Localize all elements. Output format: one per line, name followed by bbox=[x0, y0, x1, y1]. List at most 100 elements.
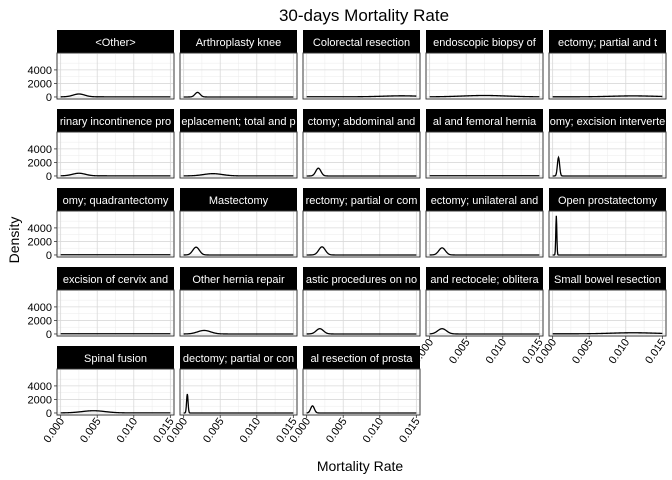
facet-border bbox=[179, 52, 298, 100]
facet-strip-label: Arthroplasty knee bbox=[196, 37, 282, 49]
y-tick-label: 4000 bbox=[28, 381, 52, 393]
y-tick-label: 4000 bbox=[28, 302, 52, 314]
density-curve bbox=[306, 405, 417, 414]
x-tick-label: 0.015 bbox=[643, 337, 669, 366]
facet-border bbox=[56, 131, 175, 179]
y-axis-title: Density bbox=[6, 217, 22, 264]
facet-strip-label: and rectocele; oblitera bbox=[430, 274, 539, 286]
facet-border bbox=[302, 289, 421, 337]
facet-panel: rectomy; partial or com bbox=[302, 188, 421, 258]
x-tick-label: 0.005 bbox=[570, 337, 596, 366]
facet-strip bbox=[180, 109, 297, 132]
facet-border bbox=[548, 131, 667, 179]
x-tick-label: 0.015 bbox=[397, 416, 423, 445]
chart-title: 30-days Mortality Rate bbox=[279, 6, 449, 25]
y-tick-label: 2000 bbox=[28, 157, 52, 169]
facet-panel: Arthroplasty knee bbox=[179, 30, 298, 100]
density-curve bbox=[183, 329, 294, 335]
facet-strip-label: excision of cervix and bbox=[63, 274, 168, 286]
facet-strip bbox=[426, 188, 543, 211]
x-tick-label: 0.010 bbox=[607, 337, 633, 366]
facet-strip-label: Colorectal resection bbox=[313, 37, 410, 49]
facet-strip-label: Open prostatectomy bbox=[558, 195, 658, 207]
x-tick-label: 0.005 bbox=[324, 416, 350, 445]
facet-strip-label: rectomy; partial or com bbox=[306, 195, 418, 207]
facet-strip bbox=[426, 109, 543, 132]
facet-strip-label: Other hernia repair bbox=[192, 274, 285, 286]
density-curve bbox=[183, 173, 294, 177]
x-tick-label: 0.005 bbox=[447, 337, 473, 366]
facet-strip bbox=[180, 346, 297, 369]
y-tick-label: 0 bbox=[46, 171, 52, 183]
facet-panel: astic procedures on no bbox=[302, 267, 421, 337]
facet-border bbox=[548, 289, 667, 337]
facet-strip bbox=[180, 267, 297, 290]
x-tick-label: 0.010 bbox=[115, 416, 141, 445]
facet-strip-label: astic procedures on no bbox=[306, 274, 417, 286]
facet-panel: ectomy; unilateral and bbox=[425, 188, 544, 258]
facet-strip bbox=[426, 267, 543, 290]
facet-strip-label: ectomy; partial and t bbox=[558, 37, 657, 49]
density-curve bbox=[183, 393, 294, 414]
facet-strip bbox=[57, 188, 174, 211]
facet-strip bbox=[180, 188, 297, 211]
facet-panel: endoscopic biopsy of bbox=[425, 30, 544, 100]
density-curve bbox=[60, 172, 171, 177]
facet-strip-label: omy; quadrantectomy bbox=[63, 195, 169, 207]
x-tick-label: 0.005 bbox=[78, 416, 104, 445]
x-tick-label: 0.000 bbox=[42, 416, 68, 445]
y-tick-label: 4000 bbox=[28, 223, 52, 235]
facet-strip-label: ectomy; unilateral and bbox=[431, 195, 539, 207]
y-tick-label: 4000 bbox=[28, 144, 52, 156]
density-curve bbox=[60, 93, 171, 98]
facet-panel: al and femoral hernia bbox=[425, 109, 544, 179]
facet-panel: Other hernia repair bbox=[179, 267, 298, 337]
y-tick-label: 0 bbox=[46, 408, 52, 420]
y-tick-label: 2000 bbox=[28, 394, 52, 406]
facet-strip bbox=[57, 109, 174, 132]
y-tick-label: 0 bbox=[46, 250, 52, 262]
y-tick-label: 2000 bbox=[28, 315, 52, 327]
y-tick-label: 0 bbox=[46, 329, 52, 341]
x-tick-label: 0.010 bbox=[238, 416, 264, 445]
facet-strip bbox=[426, 30, 543, 53]
facet-strip bbox=[303, 30, 420, 53]
facet-strip-label: eplacement; total and p bbox=[181, 116, 295, 128]
facet-border bbox=[302, 368, 421, 416]
density-curve bbox=[306, 246, 417, 256]
facet-border bbox=[179, 210, 298, 258]
facet-panel: eplacement; total and p bbox=[179, 109, 298, 179]
facet-border bbox=[425, 131, 544, 179]
facet-strip-label: al resection of prosta bbox=[310, 353, 413, 365]
facet-strip-label: <Other> bbox=[95, 37, 135, 49]
y-tick-label: 2000 bbox=[28, 236, 52, 248]
facet-border bbox=[179, 131, 298, 179]
density-curve bbox=[552, 332, 663, 335]
facet-strip bbox=[549, 267, 666, 290]
density-curve bbox=[306, 95, 417, 98]
facet-panel: Mastectomy bbox=[179, 188, 298, 258]
facet-border bbox=[302, 52, 421, 100]
density-curve bbox=[552, 155, 663, 177]
facet-strip-label: endoscopic biopsy of bbox=[433, 37, 537, 49]
facet-strip-label: dectomy; partial or con bbox=[183, 353, 294, 365]
facet-strip-label: Spinal fusion bbox=[84, 353, 147, 365]
facet-border bbox=[548, 52, 667, 100]
facet-border bbox=[56, 368, 175, 416]
facet-panel: ectomy; partial and t bbox=[548, 30, 667, 100]
x-tick-label: 0.010 bbox=[361, 416, 387, 445]
x-tick-label: 0.010 bbox=[484, 337, 510, 366]
facet-border bbox=[425, 289, 544, 337]
facet-panel: omy; excision interverte bbox=[548, 109, 667, 179]
facet-border bbox=[179, 368, 298, 416]
facet-border bbox=[302, 210, 421, 258]
